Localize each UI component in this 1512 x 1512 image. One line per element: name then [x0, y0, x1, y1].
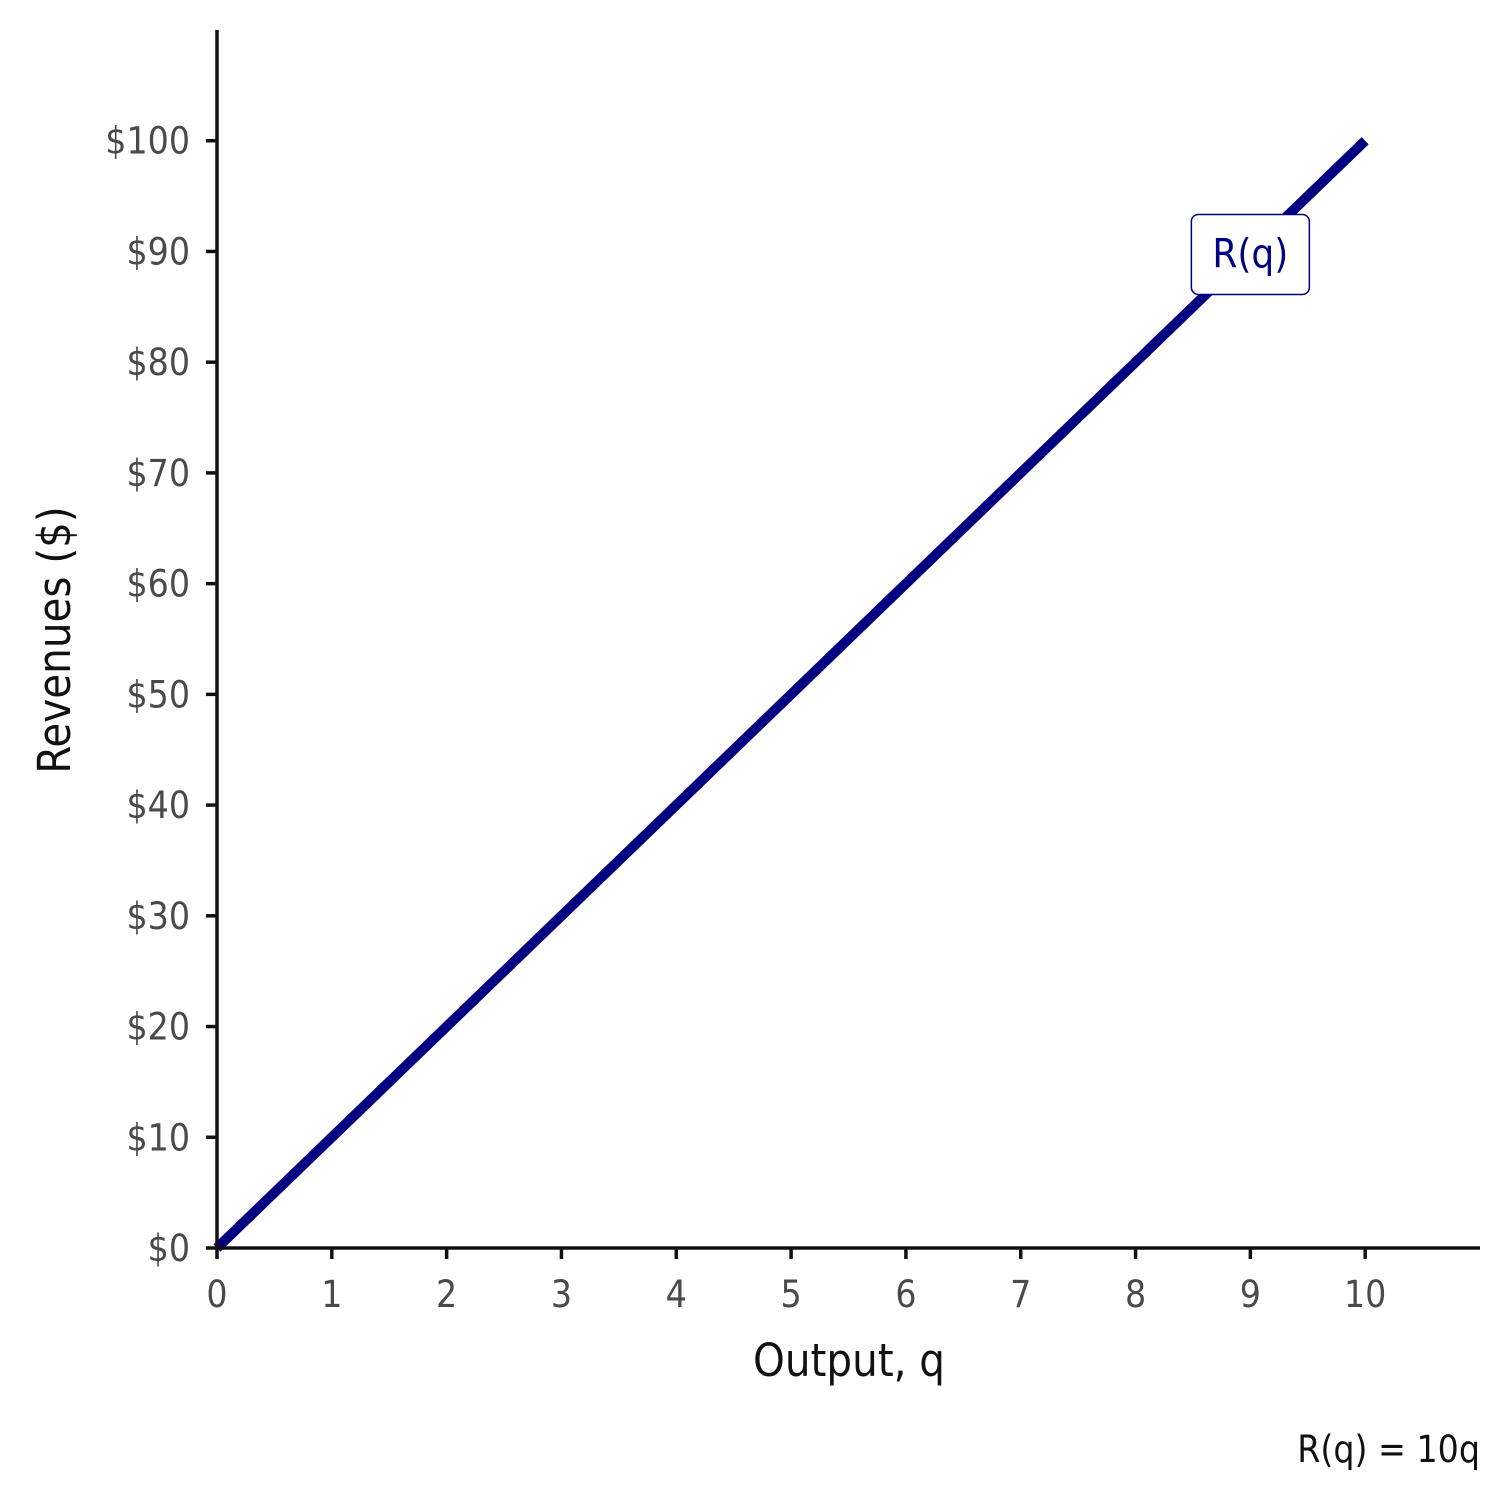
- y-axis-title: Revenues ($): [28, 506, 81, 773]
- y-tick-label: $60: [126, 563, 190, 606]
- x-tick-label: 2: [436, 1273, 457, 1316]
- x-axis-title: Output, q: [753, 1334, 945, 1387]
- x-tick-label: 10: [1344, 1273, 1386, 1316]
- y-tick-label: $80: [126, 341, 190, 384]
- y-axis-ticks: $0 $10 $20 $30 $40 $50 $60 $70 $80 $90 $100: [105, 120, 217, 1270]
- series-label-frame: [1190, 213, 1311, 296]
- x-tick-label: 6: [895, 1273, 916, 1316]
- x-axis-ticks: 0 1 2 3 4 5 6 7 8 9 10: [206, 1248, 1386, 1316]
- x-tick-label: 5: [780, 1273, 801, 1316]
- y-tick-label: $20: [126, 1006, 190, 1049]
- y-tick-label: $30: [126, 895, 190, 938]
- x-tick-label: 3: [551, 1273, 572, 1316]
- y-tick-label: $100: [105, 120, 190, 163]
- series-line-revenue: [213, 137, 1369, 1252]
- series-label: R(q): [1212, 231, 1288, 277]
- equation-caption: R(q) = 10q: [1297, 1428, 1480, 1471]
- y-tick-label: $10: [126, 1116, 190, 1159]
- x-tick-label: 1: [321, 1273, 342, 1316]
- series-label-box: R(q): [1190, 213, 1311, 296]
- x-tick-label: 8: [1125, 1273, 1146, 1316]
- x-tick-label: 4: [666, 1273, 687, 1316]
- y-tick-label: $0: [148, 1227, 190, 1270]
- x-tick-label: 9: [1240, 1273, 1261, 1316]
- y-tick-label: $50: [126, 673, 190, 716]
- y-tick-label: $90: [126, 230, 190, 273]
- x-tick-label: 0: [206, 1273, 227, 1316]
- y-tick-label: $40: [126, 784, 190, 827]
- x-tick-label: 7: [1010, 1273, 1031, 1316]
- y-tick-label: $70: [126, 452, 190, 495]
- plot-marks: R(q): [213, 137, 1369, 1252]
